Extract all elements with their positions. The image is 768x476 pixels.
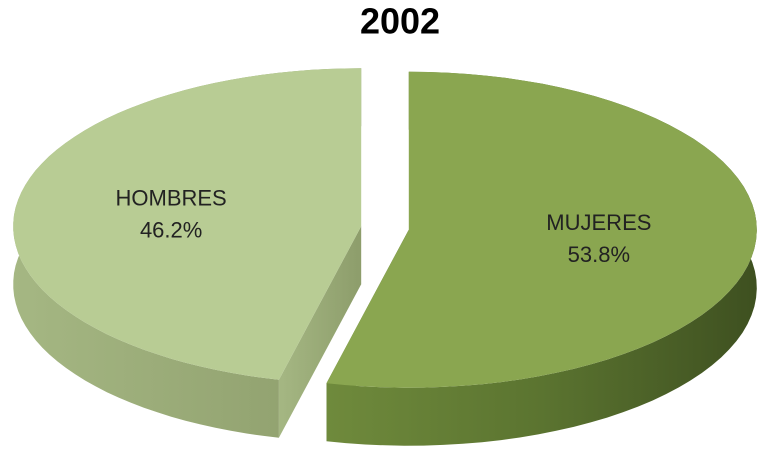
chart-title: 2002 <box>360 1 440 42</box>
slice-value-label: 53.8% <box>568 242 630 267</box>
slice-cut-face <box>278 226 362 438</box>
slice <box>13 68 362 380</box>
slice-value-label: 46.2% <box>140 218 202 243</box>
slice <box>326 71 757 388</box>
pie-labels: MUJERES 53.8% HOMBRES 46.2% <box>116 186 652 267</box>
slice-category-label: MUJERES <box>546 210 651 235</box>
slice-category-label: HOMBRES <box>116 186 227 211</box>
pie-tops <box>13 68 757 388</box>
